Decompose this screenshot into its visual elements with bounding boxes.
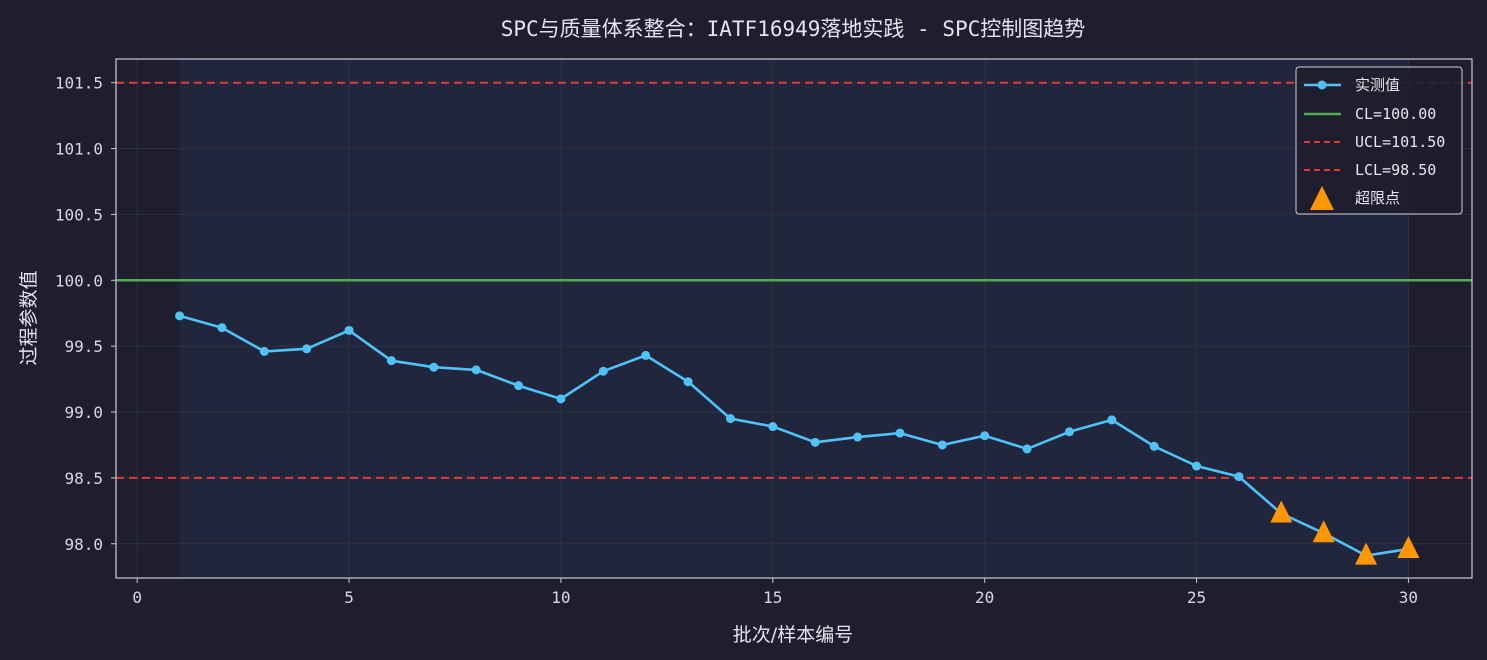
legend-out-of-control-label: 超限点 (1355, 189, 1400, 207)
legend-box (1295, 66, 1463, 215)
data-point (386, 356, 396, 366)
out-of-control-point (1270, 500, 1293, 523)
x-axis-label: 批次/样本编号 (733, 624, 853, 646)
x-tick-label: 0 (132, 588, 142, 607)
data-point (853, 432, 863, 442)
data-point (1107, 415, 1117, 425)
y-tick-label: 98.5 (64, 469, 103, 488)
plot-area (115, 58, 1473, 579)
data-point (1149, 441, 1159, 451)
out-of-control-point (1312, 520, 1335, 543)
data-point (1022, 444, 1032, 454)
x-tick-label: 30 (1399, 588, 1418, 607)
x-tick-label: 20 (975, 588, 994, 607)
data-point (1234, 472, 1244, 482)
data-point (344, 325, 354, 335)
data-point (175, 311, 185, 321)
legend-ucl-label: UCL=101.50 (1355, 133, 1445, 151)
measured-values-line (179, 314, 1409, 557)
x-tick-label: 10 (551, 588, 570, 607)
x-tick-label: 5 (344, 588, 354, 607)
y-tick-label: 98.0 (64, 535, 103, 554)
legend: 实测值 CL=100.00 UCL=101.50 LCL=98.50 超限点 (1295, 66, 1463, 215)
y-axis-ticks: 98.0 98.5 99.0 99.5 100.0 100.5 101.0 101.5 (55, 74, 116, 554)
data-point (725, 414, 735, 424)
y-tick-label: 100.0 (55, 271, 103, 290)
legend-measured-marker (1317, 80, 1327, 90)
data-point (514, 381, 524, 391)
legend-cl-label: CL=100.00 (1355, 105, 1436, 123)
x-tick-label: 25 (1187, 588, 1206, 607)
data-point (217, 323, 227, 333)
data-point (598, 366, 608, 376)
data-point (1064, 427, 1074, 437)
x-tick-label: 15 (763, 588, 782, 607)
data-point (810, 437, 820, 447)
sample-range-band (179, 59, 1409, 578)
out-of-control-point (1355, 542, 1378, 565)
data-point (556, 394, 566, 404)
y-tick-label: 100.5 (55, 205, 103, 224)
x-axis-ticks: 0 5 10 15 20 25 30 (132, 578, 1418, 607)
plot-frame (115, 58, 1473, 579)
y-tick-label: 99.0 (64, 403, 103, 422)
data-point (471, 365, 481, 375)
data-point (302, 344, 312, 354)
out-of-control-markers (1270, 500, 1420, 565)
chart-title: SPC与质量体系整合：IATF16949落地实践 - SPC控制图趋势 (501, 17, 1086, 41)
legend-lcl-label: LCL=98.50 (1355, 161, 1436, 179)
data-point (768, 422, 778, 432)
data-point (937, 440, 947, 450)
y-tick-label: 101.5 (55, 74, 103, 93)
data-point (980, 431, 990, 441)
y-tick-label: 101.0 (55, 140, 103, 159)
data-point (429, 362, 439, 372)
y-tick-label: 99.5 (64, 337, 103, 356)
data-point (683, 377, 693, 387)
out-of-control-point (1397, 536, 1420, 559)
y-axis-label: 过程参数值 (18, 270, 40, 365)
data-point (259, 346, 269, 356)
data-point (895, 428, 905, 438)
legend-measured-label: 实测值 (1355, 76, 1400, 94)
legend-out-of-control-marker (1310, 186, 1334, 210)
data-point (1192, 461, 1202, 471)
data-point (641, 350, 651, 360)
